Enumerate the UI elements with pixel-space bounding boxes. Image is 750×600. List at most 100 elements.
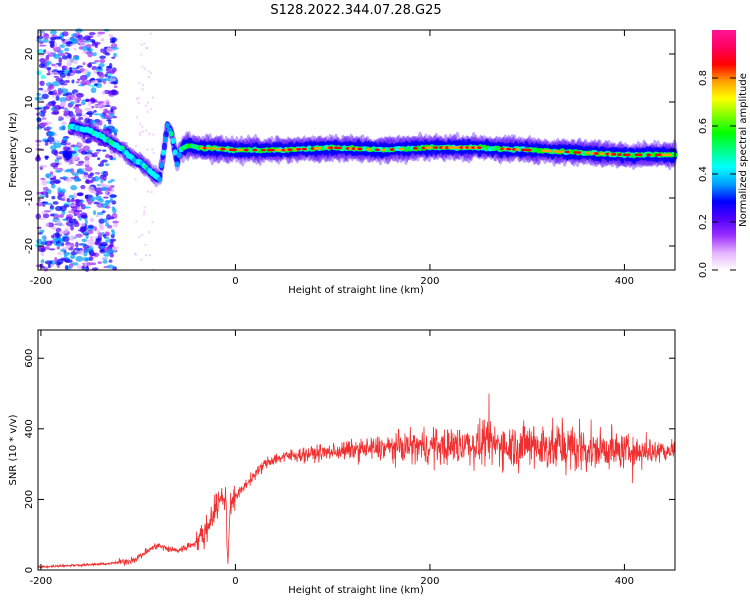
noise-blob xyxy=(70,225,74,231)
noise-blob xyxy=(97,261,102,265)
noise-blob xyxy=(75,241,79,248)
noise-blob xyxy=(100,249,104,252)
noise-blob xyxy=(134,178,137,181)
noise-blob xyxy=(44,51,53,54)
noise-blob xyxy=(38,217,46,221)
noise-blob xyxy=(107,264,114,269)
noise-blob xyxy=(74,108,83,115)
ridge-peak xyxy=(296,147,302,151)
ridge-peak xyxy=(301,147,307,151)
noise-blob xyxy=(152,96,155,99)
noise-blob xyxy=(65,142,71,146)
ridge-peak xyxy=(564,150,570,154)
noise-blob xyxy=(88,84,96,87)
noise-blob xyxy=(75,81,80,84)
noise-blob xyxy=(145,47,148,50)
noise-blob xyxy=(149,160,152,163)
noise-blob xyxy=(92,61,97,65)
ridge-peak xyxy=(205,146,211,150)
noise-blob xyxy=(59,205,67,212)
noise-blob xyxy=(93,226,98,232)
snr-line xyxy=(37,393,676,569)
noise-blob xyxy=(81,238,87,243)
noise-blob xyxy=(75,163,84,166)
noise-blob xyxy=(104,205,111,209)
noise-blob xyxy=(101,210,106,214)
noise-blob xyxy=(71,172,79,177)
noise-blob xyxy=(76,192,84,197)
noise-blob xyxy=(141,65,144,68)
ridge-peak xyxy=(611,152,617,156)
noise-blob xyxy=(94,240,101,245)
noise-blob xyxy=(109,90,118,94)
noise-blob xyxy=(54,140,62,143)
noise-blob xyxy=(106,187,112,192)
noise-blob xyxy=(90,136,97,140)
noise-blob xyxy=(41,179,48,186)
ridge-peak xyxy=(477,146,483,149)
noise-blob xyxy=(77,78,81,81)
ridge-peak xyxy=(231,148,237,152)
y-tick-label: 0 xyxy=(24,567,35,573)
noise-blob xyxy=(105,199,111,205)
noise-blob xyxy=(89,217,95,223)
noise-blob xyxy=(54,256,58,263)
noise-blob xyxy=(141,125,144,128)
noise-blob xyxy=(42,213,50,219)
noise-blob xyxy=(104,77,112,81)
noise-blob xyxy=(141,130,144,133)
noise-blob xyxy=(57,187,62,193)
noise-blob xyxy=(89,236,94,242)
ridge-peak xyxy=(243,148,249,152)
noise-blob xyxy=(68,110,74,117)
noise-blob xyxy=(38,63,45,69)
spectrogram-y-ticks: -20 -10 0 10 20 xyxy=(24,48,675,254)
noise-blob xyxy=(100,223,104,229)
noise-blob xyxy=(49,213,55,217)
noise-blob xyxy=(110,47,119,50)
noise-blob xyxy=(51,195,56,200)
noise-blob xyxy=(110,179,115,182)
noise-blob xyxy=(84,117,91,124)
noise-blob xyxy=(107,120,112,125)
ridge-core xyxy=(162,136,168,143)
noise-blob xyxy=(71,79,75,84)
noise-blob xyxy=(61,125,66,131)
noise-blob xyxy=(100,37,105,42)
noise-blob xyxy=(61,65,67,70)
noise-blob xyxy=(77,93,83,98)
ridge-peak xyxy=(398,147,404,151)
noise-blob xyxy=(61,88,69,94)
noise-blob xyxy=(87,202,92,205)
noise-blob xyxy=(139,122,142,125)
noise-blob xyxy=(138,236,141,239)
noise-blob xyxy=(55,155,63,158)
noise-blob xyxy=(41,201,49,204)
ridge-peak xyxy=(433,146,439,149)
noise-blob xyxy=(103,253,111,257)
noise-blob xyxy=(47,263,51,269)
noise-blob xyxy=(88,242,95,247)
noise-blob xyxy=(85,112,93,115)
noise-blob xyxy=(92,52,97,57)
noise-blob xyxy=(93,69,97,75)
noise-blob xyxy=(89,252,97,257)
x-tick-label: -200 xyxy=(30,576,53,587)
noise-blob xyxy=(45,155,49,161)
ridge-peak xyxy=(389,148,395,151)
noise-blob xyxy=(36,70,42,76)
ridge-core xyxy=(172,149,178,156)
noise-blob xyxy=(50,183,56,189)
noise-blob xyxy=(103,172,108,176)
ridge-peak xyxy=(593,152,599,155)
noise-blob xyxy=(100,179,104,183)
ridge-peak xyxy=(269,148,275,152)
noise-blob xyxy=(59,72,66,79)
noise-blob xyxy=(96,33,102,37)
noise-blob xyxy=(106,65,111,69)
noise-blob xyxy=(113,223,118,228)
noise-blob xyxy=(86,262,93,266)
noise-blob xyxy=(52,201,59,205)
ridge-peak xyxy=(374,148,380,152)
noise-blob xyxy=(72,192,78,199)
